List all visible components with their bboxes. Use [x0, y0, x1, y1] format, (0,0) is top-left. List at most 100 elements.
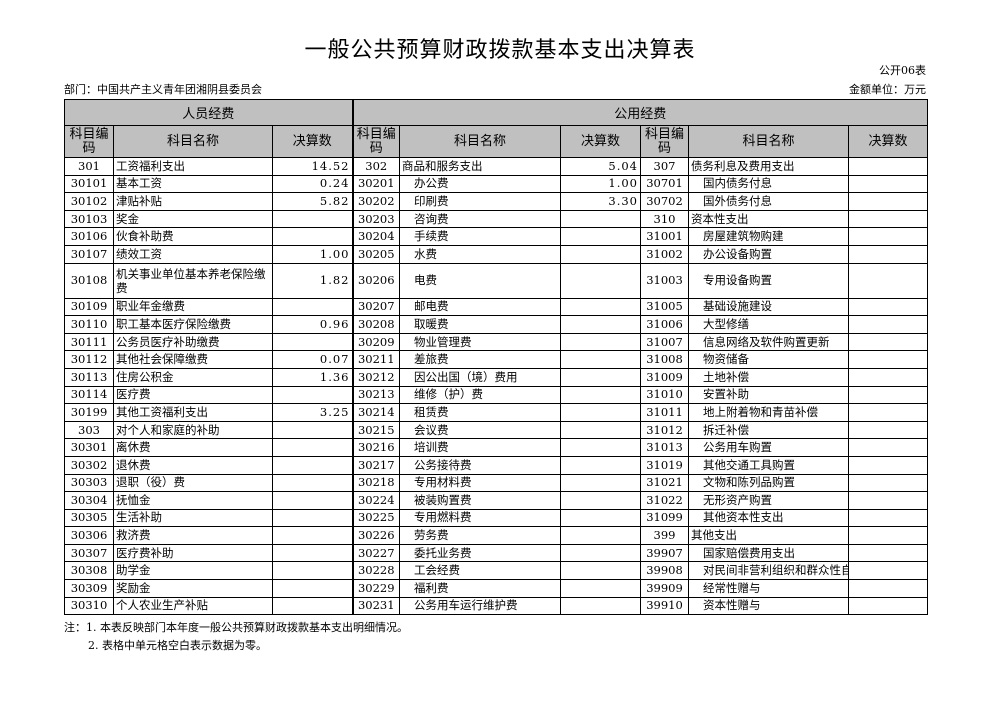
subject-code: 30310 [64, 596, 114, 616]
amount [560, 332, 641, 352]
table-row: 30110 职工基本医疗保险缴费 0.96 30208 取暖费 31006 大型修缮 [64, 315, 929, 334]
subject-name: 国家赔偿费用支出 [688, 543, 849, 563]
amount [272, 332, 353, 352]
amount [272, 491, 353, 510]
subject-code: 31002 [640, 244, 689, 264]
amount [560, 350, 641, 369]
subject-code: 31010 [640, 385, 689, 405]
subject-code: 30305 [64, 508, 114, 528]
subject-code: 30308 [64, 561, 114, 581]
subject-name: 专用材料费 [399, 473, 561, 493]
amount [847, 403, 929, 422]
subject-code: 31001 [640, 227, 689, 246]
subject-name: 资本性赠与 [688, 596, 849, 616]
subject-code: 30215 [351, 420, 400, 440]
subject-code: 301 [64, 157, 114, 176]
subject-name: 医疗费 [113, 385, 273, 405]
table-row: 303 对个人和家庭的补助 30215 会议费 31012 拆迁补偿 [64, 420, 929, 440]
subject-code: 30229 [351, 579, 400, 598]
amount [847, 332, 929, 352]
table-row: 30309 奖励金 30229 福利费 39909 经常性赠与 [64, 579, 929, 598]
amount [847, 315, 929, 334]
subject-name: 专用燃料费 [399, 508, 561, 528]
amount [847, 350, 929, 369]
subject-name: 助学金 [113, 561, 273, 581]
amount [847, 157, 929, 176]
table-row: 301 工资福利支出 14.52 302 商品和服务支出 5.04 307 债务利息及费用支出 [64, 157, 929, 176]
table-row: 30310 个人农业生产补贴 30231 公务用车运行维护费 39910 资本性赠与 [64, 596, 929, 616]
amount [847, 526, 929, 545]
subject-name: 住房公积金 [113, 367, 273, 387]
amount-unit-label: 金额单位：万元 [849, 83, 926, 96]
table-row: 30304 抚恤金 30224 被装购置费 31022 无形资产购置 [64, 491, 929, 510]
subject-code: 30213 [351, 385, 400, 405]
subject-code: 30231 [351, 596, 400, 616]
subject-name: 大型修缮 [688, 315, 849, 334]
subject-name: 工资福利支出 [113, 157, 273, 176]
subject-name: 奖金 [113, 209, 273, 229]
amount [272, 543, 353, 563]
subject-code: 30226 [351, 526, 400, 545]
table-row: 30103 奖金 30203 咨询费 310 资本性支出 [64, 209, 929, 229]
table-row: 30101 基本工资 0.24 30201 办公费 1.00 30701 国内债务付息 [64, 174, 929, 194]
subject-code: 30701 [640, 174, 689, 194]
amount [560, 508, 641, 528]
section-personnel-header: 人员经费 [64, 99, 353, 126]
amount [847, 192, 929, 211]
subject-name: 公务用车运行维护费 [399, 596, 561, 616]
subject-name: 拆迁补偿 [688, 420, 849, 440]
subject-name: 其他工资福利支出 [113, 403, 273, 422]
subject-code: 30212 [351, 367, 400, 387]
amount [560, 315, 641, 334]
amount [560, 438, 641, 457]
subject-name: 机关事业单位基本养老保险缴费 [113, 262, 273, 299]
subject-name: 职业年金缴费 [113, 297, 273, 317]
amount [847, 543, 929, 563]
subject-code: 399 [640, 526, 689, 545]
subject-name: 奖励金 [113, 579, 273, 598]
subject-name: 办公费 [399, 174, 561, 194]
subject-code: 31005 [640, 297, 689, 317]
amount [847, 385, 929, 405]
amount [272, 209, 353, 229]
page-title: 一般公共预算财政拨款基本支出决算表 [304, 38, 696, 63]
subject-code: 30211 [351, 350, 400, 369]
table-row: 30307 医疗费补助 30227 委托业务费 39907 国家赔偿费用支出 [64, 543, 929, 563]
table-body: 301 工资福利支出 14.52 302 商品和服务支出 5.04 307 债务利息及费用支出… [64, 157, 929, 616]
amount [560, 209, 641, 229]
amount: 1.36 [272, 367, 353, 387]
subject-name: 国内债务付息 [688, 174, 849, 194]
amount: 1.82 [272, 262, 353, 299]
amount: 0.24 [272, 174, 353, 194]
col-code-header: 科目编码 [640, 125, 689, 158]
col-amount-header: 决算数 [847, 125, 929, 158]
subject-code: 30206 [351, 262, 400, 299]
subject-name: 抚恤金 [113, 491, 273, 510]
amount [847, 244, 929, 264]
subject-code: 30101 [64, 174, 114, 194]
subject-name: 退职（役）费 [113, 473, 273, 493]
amount: 3.25 [272, 403, 353, 422]
amount [272, 596, 353, 616]
subject-code: 31009 [640, 367, 689, 387]
subject-code: 30199 [64, 403, 114, 422]
subject-name: 租赁费 [399, 403, 561, 422]
subject-name: 取暖费 [399, 315, 561, 334]
notes: 注：1. 本表反映部门本年度一般公共预算财政拨款基本支出明细情况。 2. 表格中… [64, 619, 408, 655]
subject-code: 30202 [351, 192, 400, 211]
col-name-header: 科目名称 [399, 125, 561, 158]
subject-code: 30227 [351, 543, 400, 563]
col-code-header: 科目编码 [64, 125, 114, 158]
subject-name: 其他支出 [688, 526, 849, 545]
subject-code: 30702 [640, 192, 689, 211]
subject-code: 30216 [351, 438, 400, 457]
table-row: 30199 其他工资福利支出 3.25 30214 租赁费 31011 地上附着物和青苗补偿 [64, 403, 929, 422]
table-row: 30302 退休费 30217 公务接待费 31019 其他交通工具购置 [64, 455, 929, 475]
amount [847, 473, 929, 493]
subject-code: 31022 [640, 491, 689, 510]
table-row: 30102 津贴补贴 5.82 30202 印刷费 3.30 30702 国外债务付息 [64, 192, 929, 211]
amount [847, 262, 929, 299]
subject-name: 土地补偿 [688, 367, 849, 387]
subject-code: 30228 [351, 561, 400, 581]
subject-name: 专用设备购置 [688, 262, 849, 299]
